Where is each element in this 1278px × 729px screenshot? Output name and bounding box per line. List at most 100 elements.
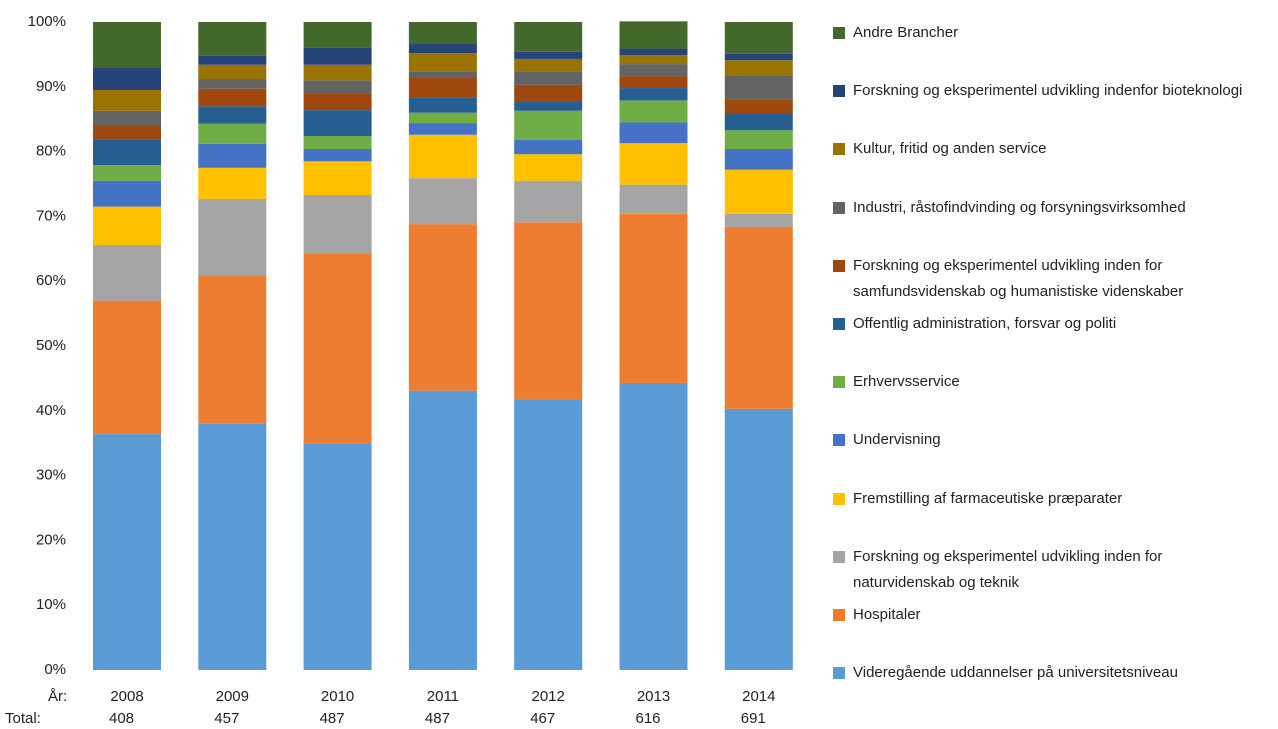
bar-segment (619, 382, 688, 670)
bar-segment (303, 22, 372, 48)
bar-segment (619, 122, 688, 144)
bar-segment (619, 64, 688, 77)
bar-segment (303, 80, 372, 94)
bar-segment (724, 99, 793, 115)
bar-segment (303, 443, 372, 670)
bar-segment (303, 136, 372, 150)
bar-segment (724, 75, 793, 100)
bar-segment (408, 53, 477, 72)
y-tick-label: 60% (36, 272, 66, 289)
bar-segment (198, 55, 267, 65)
x-tick-label: 2011 (427, 688, 459, 705)
x-tick-label: 2014 (742, 688, 775, 705)
bar-segment (514, 399, 583, 670)
bar-segment (724, 60, 793, 76)
bar-segment (514, 139, 583, 155)
bar-segment (619, 76, 688, 89)
bar-segment (303, 110, 372, 137)
legend-item: Forskning og eksperimentel udvikling ind… (833, 253, 1253, 305)
y-tick-label: 0% (44, 661, 66, 678)
bar-segment (198, 106, 267, 124)
bar-segment (619, 55, 688, 65)
bar-segment (303, 64, 372, 81)
bar-segment (93, 90, 161, 111)
legend-item: Hospitaler (833, 602, 1253, 628)
bar-segment (303, 161, 372, 196)
bar-segment (619, 21, 688, 49)
bar-segment (514, 51, 583, 59)
bar-segment (408, 97, 477, 113)
total-value: 487 (320, 710, 345, 727)
x-tick-label: 2008 (110, 688, 143, 705)
bar-segment (408, 134, 477, 179)
bar-segment (93, 139, 161, 166)
bar-segment (198, 88, 267, 107)
bar-segment (619, 184, 688, 214)
bar-segment (724, 408, 793, 670)
x-tick-label: 2012 (532, 688, 565, 705)
bar-segment (724, 149, 793, 170)
bar-segment (93, 244, 161, 301)
bar-segment (408, 390, 477, 670)
bar-segment (93, 300, 161, 435)
bar-segment (514, 84, 583, 102)
y-tick-label: 90% (36, 78, 66, 95)
x-tick-label: 2009 (216, 688, 249, 705)
total-label: Total: (5, 710, 41, 727)
x-tick-label: 2010 (321, 688, 354, 705)
bar-segment (514, 22, 583, 52)
bar-segment (93, 206, 161, 245)
bar-segment (303, 93, 372, 111)
bar-segment (198, 79, 267, 89)
bar-segment (303, 47, 372, 65)
bar-segment (198, 423, 267, 670)
bar-segment (408, 44, 477, 54)
y-tick-label: 40% (36, 402, 66, 419)
x-tick-label: 2013 (637, 688, 670, 705)
bar-segment (514, 110, 583, 140)
bar-segment (408, 224, 477, 391)
bar-segment (619, 100, 688, 123)
legend-label: Videregående uddannelser på universitets… (853, 664, 1178, 682)
legend-label: Andre Brancher (853, 24, 959, 41)
bar-segment (93, 434, 161, 670)
legend-item: Forskning og eksperimentel udvikling ind… (833, 544, 1253, 596)
bar-segment (303, 253, 372, 444)
legend-label: Erhvervsservice (853, 373, 960, 391)
legend-label: Undervisning (853, 431, 941, 449)
bar-segment (408, 77, 477, 98)
legend-swatch (833, 259, 845, 272)
legend-swatch (833, 550, 845, 563)
y-tick-label: 80% (36, 143, 66, 160)
bar-segment (514, 222, 583, 400)
total-value: 467 (530, 710, 555, 727)
total-value: 457 (214, 710, 239, 727)
bar-segment (724, 22, 793, 54)
bar-segment (408, 112, 477, 124)
legend-swatch (833, 609, 845, 621)
legend-item: Undervisning (833, 427, 1253, 453)
bar-segment (93, 180, 161, 207)
bar-segment (198, 123, 267, 144)
legend-swatch (833, 667, 845, 680)
bar-segment (198, 276, 267, 424)
bar-segment (514, 180, 583, 223)
bar-segment (408, 22, 477, 45)
y-tick-label: 20% (36, 531, 66, 548)
bar-segment (93, 165, 161, 181)
legend-swatch (833, 318, 845, 330)
legend-label: Hospitaler (853, 606, 921, 623)
y-tick-label: 100% (28, 13, 66, 30)
bar-segment (198, 64, 267, 80)
legend-item: Offentlig administration, forsvar og pol… (833, 311, 1253, 337)
legend-swatch (833, 85, 845, 98)
legend-item: Fremstilling af farmaceutiske præparater (833, 486, 1253, 512)
bar-segment (514, 154, 583, 181)
y-tick-label: 50% (36, 337, 66, 354)
legend-swatch (833, 143, 845, 156)
bar-segment (619, 143, 688, 185)
bar-segment (619, 48, 688, 56)
bar-segment (514, 58, 583, 72)
bar-segment (619, 213, 688, 383)
